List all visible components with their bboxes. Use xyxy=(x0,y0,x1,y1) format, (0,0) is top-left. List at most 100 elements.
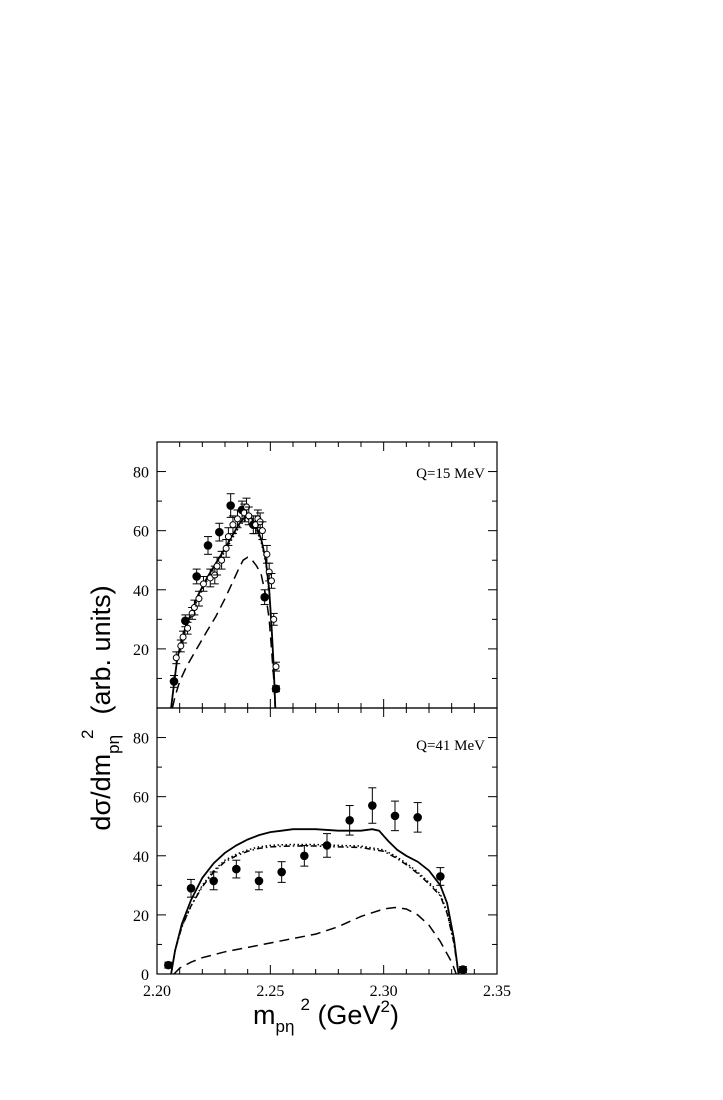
open-marker xyxy=(270,615,278,623)
filled-marker xyxy=(260,592,269,602)
y-tick-label: 60 xyxy=(133,524,149,541)
y-axis-title-tail: (arb. units) xyxy=(86,585,116,729)
curve-dashed xyxy=(173,906,457,975)
filled-marker xyxy=(209,876,218,886)
open-marker xyxy=(195,595,203,603)
x-axis-title-main: m xyxy=(253,1000,276,1030)
x-axis-title-sub: pη xyxy=(276,1017,295,1036)
data-point xyxy=(269,612,278,626)
open-marker xyxy=(172,654,180,662)
open-marker xyxy=(224,533,232,541)
y-tick-label: 0 xyxy=(141,967,149,984)
filled-marker xyxy=(300,851,309,861)
data-point xyxy=(199,575,208,592)
x-axis-title-close: ) xyxy=(390,1000,399,1030)
filled-marker xyxy=(390,811,400,821)
filled-marker xyxy=(164,960,173,970)
filled-marker xyxy=(436,872,445,881)
y-axis-title-sub: pη xyxy=(104,735,123,754)
filled-marker xyxy=(277,867,286,877)
data-point xyxy=(271,684,281,694)
data-point xyxy=(258,521,267,541)
data-point xyxy=(186,878,196,898)
open-marker xyxy=(229,521,237,529)
curve-dotted xyxy=(170,517,277,709)
curve-solid xyxy=(170,828,460,975)
data-point xyxy=(345,805,354,836)
data-point xyxy=(233,509,242,529)
y-tick-label: 20 xyxy=(133,642,149,659)
bottom-panel-data-points xyxy=(164,787,468,974)
y-tick-label: 60 xyxy=(133,790,149,807)
data-point xyxy=(413,802,422,833)
data-point xyxy=(224,527,233,546)
open-marker xyxy=(233,515,241,523)
filled-marker xyxy=(186,883,196,893)
filled-marker xyxy=(458,965,468,974)
bottom-panel-curves xyxy=(170,828,460,975)
open-marker xyxy=(177,642,185,650)
data-point xyxy=(194,590,203,607)
filled-marker xyxy=(169,677,179,686)
x-axis-title-tail: (GeV xyxy=(310,1000,381,1030)
open-marker xyxy=(218,556,226,564)
filled-marker xyxy=(215,527,224,537)
open-marker xyxy=(222,544,230,552)
filled-marker xyxy=(271,684,281,694)
curve-solid xyxy=(170,514,277,709)
open-marker xyxy=(184,624,192,632)
x-tick-label: 2.20 xyxy=(143,983,171,1000)
open-marker xyxy=(213,562,221,570)
data-point xyxy=(176,639,185,653)
filled-marker xyxy=(203,541,213,550)
x-axis-title: mpη 2 (GeV2) xyxy=(253,995,399,1036)
top-panel-data-points xyxy=(169,493,281,694)
y-tick-label: 40 xyxy=(133,849,149,866)
x-tick-label: 2.35 xyxy=(483,983,511,1000)
data-point xyxy=(272,661,280,672)
curve-dotted xyxy=(170,843,460,975)
x-axis-title-sup: 2 xyxy=(300,995,309,1014)
data-point xyxy=(436,867,445,886)
data-point xyxy=(232,859,241,879)
data-point xyxy=(390,800,400,832)
data-point xyxy=(322,833,332,858)
filled-marker xyxy=(345,816,354,825)
data-point xyxy=(260,589,269,606)
x-axis-title-tail-sup: 2 xyxy=(380,997,389,1016)
data-point xyxy=(213,556,222,576)
curve-dashdot xyxy=(170,845,460,975)
data-point xyxy=(458,965,468,974)
x-tick-label: 2.25 xyxy=(256,983,284,1000)
y-axis-title-main: dσ/dm xyxy=(86,754,116,831)
open-marker xyxy=(263,550,271,558)
y-axis-title-sup: 2 xyxy=(78,729,97,738)
curve-dashed xyxy=(171,556,277,709)
x-tick-label: 2.30 xyxy=(370,983,398,1000)
open-marker xyxy=(179,633,187,641)
y-tick-label: 20 xyxy=(133,908,149,925)
y-axis-title: dσ/dmpη 2 (arb. units) xyxy=(78,585,123,830)
open-marker xyxy=(267,577,275,585)
filled-marker xyxy=(413,813,422,822)
filled-marker xyxy=(254,876,264,886)
data-point xyxy=(164,960,173,970)
data-point xyxy=(300,844,309,867)
data-point xyxy=(277,861,286,883)
y-tick-label: 80 xyxy=(133,465,149,482)
data-point xyxy=(254,871,264,891)
top-panel-curves xyxy=(170,514,277,709)
data-point xyxy=(169,674,179,688)
filled-marker xyxy=(368,801,377,810)
top-panel-annotation: Q=15 MeV xyxy=(416,466,485,482)
data-point xyxy=(262,544,271,564)
open-marker xyxy=(245,512,253,520)
bottom-panel-ticks: 0 20 40 60 80 2.20 2.25 2.30 2.35 xyxy=(133,708,511,1000)
filled-marker xyxy=(322,841,332,850)
data-point xyxy=(368,787,377,824)
bottom-panel-annotation: Q=41 MeV xyxy=(416,738,485,754)
open-marker xyxy=(199,580,207,588)
data-point xyxy=(215,522,224,542)
data-point xyxy=(183,621,192,635)
